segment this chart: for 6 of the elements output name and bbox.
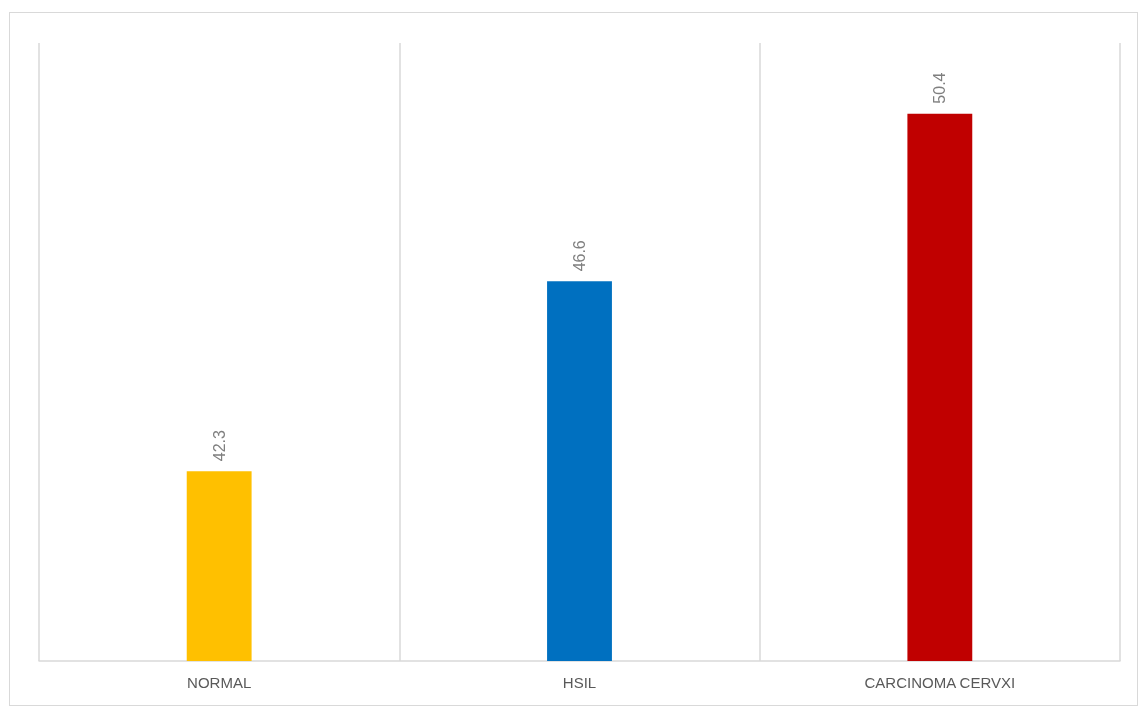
data-label: 50.4 [931,72,949,104]
data-label: 42.3 [210,429,228,462]
x-tick-label: HSIL [562,674,597,691]
x-tick-label: NORMAL [187,674,252,691]
data-label: 46.6 [571,240,588,272]
x-tick-label: CARCINOMA CERVXI [864,674,1016,691]
